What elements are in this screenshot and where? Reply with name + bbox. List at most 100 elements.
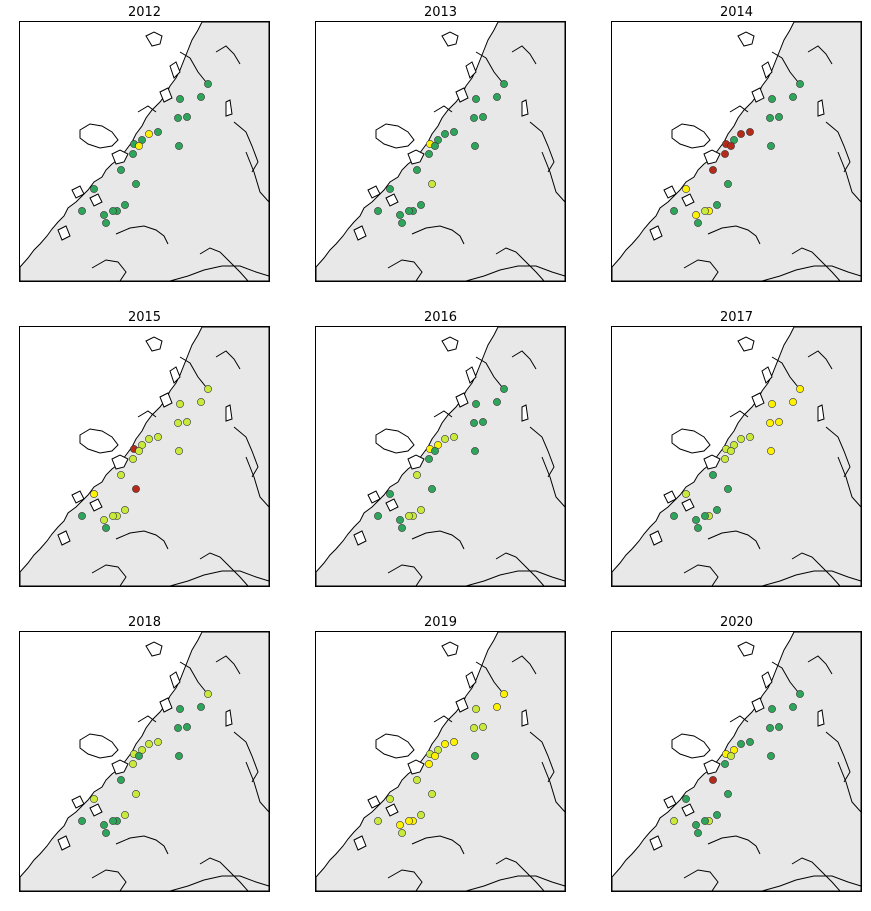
site-marker [682, 185, 690, 193]
island [385, 498, 399, 512]
island [703, 149, 721, 165]
fjord-outline [771, 51, 799, 83]
site-marker [117, 776, 125, 784]
map-area [315, 326, 566, 587]
site-marker [417, 506, 425, 514]
island [225, 404, 233, 422]
site-marker [713, 201, 721, 209]
site-marker [132, 180, 140, 188]
site-marker [721, 150, 729, 158]
site-marker [102, 829, 110, 837]
site-marker [470, 114, 478, 122]
island [71, 185, 85, 199]
island [671, 428, 711, 454]
island [761, 366, 773, 384]
island [57, 530, 71, 546]
fjord-outline [825, 426, 851, 478]
fjord-outline [433, 715, 453, 723]
site-marker [789, 93, 797, 101]
island [521, 709, 529, 727]
fjord-outline [683, 259, 719, 281]
site-marker [479, 723, 487, 731]
site-marker [204, 80, 212, 88]
site-marker [796, 690, 804, 698]
site-marker [670, 512, 678, 520]
fjord-outline [683, 564, 719, 586]
site-marker [682, 490, 690, 498]
site-marker [197, 93, 205, 101]
national-border [465, 265, 565, 281]
fjord-outline [825, 731, 851, 783]
site-marker [713, 506, 721, 514]
site-marker [117, 471, 125, 479]
site-marker [135, 447, 143, 455]
site-marker [709, 166, 717, 174]
site-marker [396, 821, 404, 829]
fjord-outline [179, 356, 207, 388]
site-marker [428, 180, 436, 188]
map-svg [612, 22, 861, 281]
site-marker [135, 752, 143, 760]
island [145, 641, 163, 657]
site-marker [472, 400, 480, 408]
island [145, 31, 163, 47]
map-area [611, 21, 862, 282]
island [465, 366, 477, 384]
site-marker [767, 142, 775, 150]
site-marker [701, 817, 709, 825]
island [441, 31, 459, 47]
island [649, 835, 663, 851]
island [649, 530, 663, 546]
site-marker [121, 811, 129, 819]
site-marker [768, 95, 776, 103]
site-marker [746, 433, 754, 441]
site-marker [682, 795, 690, 803]
site-marker [78, 817, 86, 825]
site-marker [145, 130, 153, 138]
site-marker [724, 180, 732, 188]
site-marker [479, 113, 487, 121]
site-marker [796, 80, 804, 88]
site-marker [425, 760, 433, 768]
site-marker [692, 516, 700, 524]
island [465, 671, 477, 689]
fjord-outline [529, 731, 555, 783]
fjord-outline [729, 105, 749, 113]
fjord-outline [233, 121, 259, 173]
panel-title: 2017 [719, 310, 754, 325]
site-marker [701, 512, 709, 520]
island [57, 225, 71, 241]
fjord-outline [475, 661, 503, 693]
site-marker [386, 185, 394, 193]
site-marker [374, 512, 382, 520]
island [225, 709, 233, 727]
site-marker [90, 795, 98, 803]
site-marker [746, 738, 754, 746]
national-border [837, 151, 861, 203]
fjord-outline [807, 45, 833, 65]
island [353, 225, 367, 241]
fjord-outline [215, 45, 241, 65]
panel-title: 2019 [423, 615, 458, 630]
island [367, 795, 381, 809]
fjord-outline [475, 356, 503, 388]
site-marker [197, 398, 205, 406]
site-marker [204, 690, 212, 698]
panel-title: 2020 [719, 615, 754, 630]
site-marker [709, 776, 717, 784]
island [111, 149, 129, 165]
site-marker [789, 398, 797, 406]
national-border [465, 875, 565, 891]
fjord-outline [729, 410, 749, 418]
fjord-outline [683, 869, 719, 891]
site-marker [450, 433, 458, 441]
island [681, 803, 695, 817]
fjord-outline [91, 259, 127, 281]
site-marker [766, 724, 774, 732]
fjord-outline [495, 857, 545, 891]
site-marker [472, 705, 480, 713]
fjord-outline [529, 426, 555, 478]
site-marker [431, 752, 439, 760]
island [169, 61, 181, 79]
site-marker [183, 418, 191, 426]
